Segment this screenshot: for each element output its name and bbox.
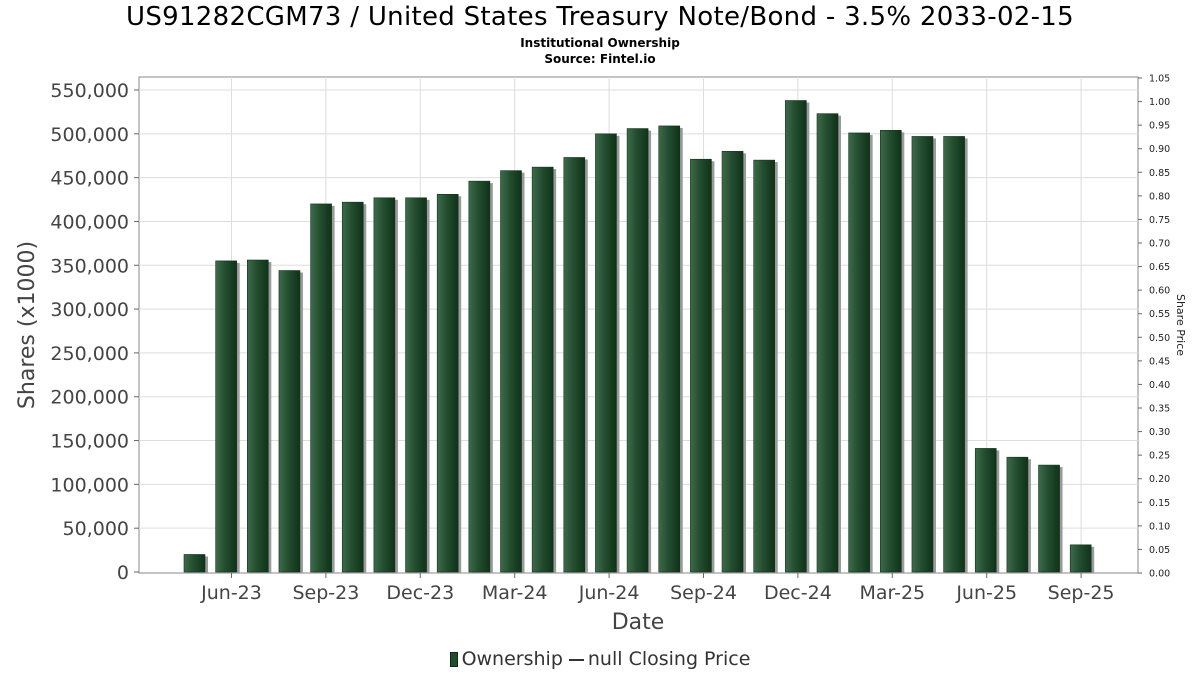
- x-tick-label: Mar-24: [482, 582, 548, 604]
- bar-ownership: [215, 260, 237, 573]
- bar-ownership: [626, 128, 649, 573]
- bar-ownership: [785, 100, 807, 573]
- bar-ownership: [531, 166, 554, 573]
- chart-legend: Ownership null Closing Price: [0, 647, 1200, 671]
- x-tick-label: Dec-24: [764, 582, 832, 604]
- bar-ownership: [341, 201, 364, 573]
- ownership-swatch: [449, 652, 458, 667]
- bar-ownership: [974, 448, 997, 573]
- y-tick-label: 200,000: [50, 387, 129, 409]
- y2-tick-label: 0.30: [1149, 427, 1170, 438]
- y-tick-label: 300,000: [50, 299, 129, 321]
- x-tick-label: Sep-23: [292, 582, 359, 604]
- x-tick-label: Mar-25: [859, 582, 925, 604]
- bar-ownership: [563, 157, 586, 573]
- x-tick-label: Sep-24: [670, 582, 737, 604]
- x-tick-label: Jun-25: [955, 582, 1017, 604]
- bar-ownership: [310, 203, 332, 573]
- y2-tick-label: 0.95: [1149, 121, 1170, 132]
- bar-ownership: [879, 130, 902, 573]
- bar-ownership: [721, 151, 744, 573]
- y2-tick-label: 1.05: [1149, 74, 1170, 85]
- bar-ownership: [405, 197, 427, 573]
- y2-tick-label: 0.45: [1149, 356, 1170, 367]
- y2-tick-label: 0.90: [1149, 144, 1170, 155]
- y-axis-left: 0 50,000 100,000 150,000 200,000 250,000 300,0…: [50, 80, 139, 584]
- x-tick-label: Sep-25: [1048, 582, 1115, 604]
- bar-ownership: [1006, 456, 1029, 573]
- legend-ownership: Ownership: [461, 648, 563, 670]
- y2-tick-label: 0.65: [1149, 262, 1170, 273]
- y-tick-label: 350,000: [50, 255, 129, 277]
- y-tick-label: 500,000: [50, 124, 129, 146]
- y-tick-label: 50,000: [63, 518, 129, 540]
- y2-tick-label: 0.70: [1149, 239, 1170, 250]
- y-tick-label: 400,000: [50, 211, 129, 233]
- bar-ownership: [690, 158, 712, 573]
- bar-series-ownership: [183, 100, 1095, 574]
- bar-ownership: [753, 159, 776, 573]
- y2-tick-label: 1.00: [1149, 97, 1170, 108]
- y2-axis-label: Share Price: [1174, 294, 1187, 356]
- y2-tick-label: 0.85: [1149, 168, 1170, 179]
- y2-tick-label: 0.40: [1149, 380, 1170, 391]
- y2-tick-label: 0.25: [1149, 451, 1170, 462]
- y2-tick-label: 0.50: [1149, 333, 1170, 344]
- y2-tick-label: 0.35: [1149, 404, 1170, 415]
- y-tick-label: 0: [117, 562, 129, 584]
- bar-ownership: [1069, 544, 1092, 573]
- y2-tick-label: 0.20: [1149, 474, 1170, 485]
- y2-tick-label: 0.10: [1149, 521, 1170, 532]
- bar-ownership: [436, 193, 459, 573]
- y2-tick-label: 0.05: [1149, 545, 1170, 556]
- y2-tick-label: 0.80: [1149, 191, 1170, 202]
- x-axis-label: Date: [612, 610, 665, 635]
- bar-ownership: [943, 136, 965, 573]
- legend-price: null Closing Price: [587, 648, 751, 670]
- y2-tick-label: 0.75: [1149, 215, 1170, 226]
- chart-title: US91282CGM73 / United States Treasury No…: [125, 2, 1074, 32]
- bar-ownership: [911, 136, 934, 573]
- x-tick-label: Jun-23: [200, 582, 262, 604]
- x-tick-label: Dec-23: [386, 582, 454, 604]
- bar-ownership: [183, 554, 206, 573]
- chart-subtitle: Institutional Ownership: [520, 36, 680, 50]
- y2-tick-label: 0.00: [1149, 569, 1170, 580]
- bar-ownership: [848, 132, 870, 573]
- y-axis-label: Shares (x1000): [15, 241, 40, 409]
- y-tick-label: 150,000: [50, 431, 129, 453]
- y-tick-label: 100,000: [50, 474, 129, 496]
- bar-ownership: [595, 133, 617, 573]
- bar-ownership: [247, 259, 269, 573]
- bar-ownership: [468, 180, 491, 573]
- bar-ownership: [1038, 464, 1060, 573]
- y-axis-right: 0.00 0.05 0.10 0.15 0.20 0.25 0.30 0.35 0.40 0.45…: [1138, 74, 1170, 580]
- bar-ownership: [500, 170, 522, 573]
- x-tick-label: Jun-24: [578, 582, 640, 604]
- bar-ownership: [373, 197, 396, 573]
- y-tick-label: 450,000: [50, 168, 129, 190]
- y2-tick-label: 0.60: [1149, 286, 1170, 297]
- y-tick-label: 250,000: [50, 343, 129, 365]
- bar-ownership: [278, 270, 301, 573]
- y-tick-label: 550,000: [50, 80, 129, 102]
- y2-tick-label: 0.15: [1149, 498, 1170, 509]
- x-axis: Jun-23 Sep-23 Dec-23 Mar-24 Jun-24 Sep-24 Dec-…: [200, 573, 1115, 604]
- bar-ownership: [658, 125, 681, 573]
- price-line-swatch: [568, 658, 584, 661]
- chart-source: Source: Fintel.io: [544, 52, 656, 66]
- bar-ownership: [816, 113, 839, 573]
- y2-tick-label: 0.55: [1149, 309, 1170, 320]
